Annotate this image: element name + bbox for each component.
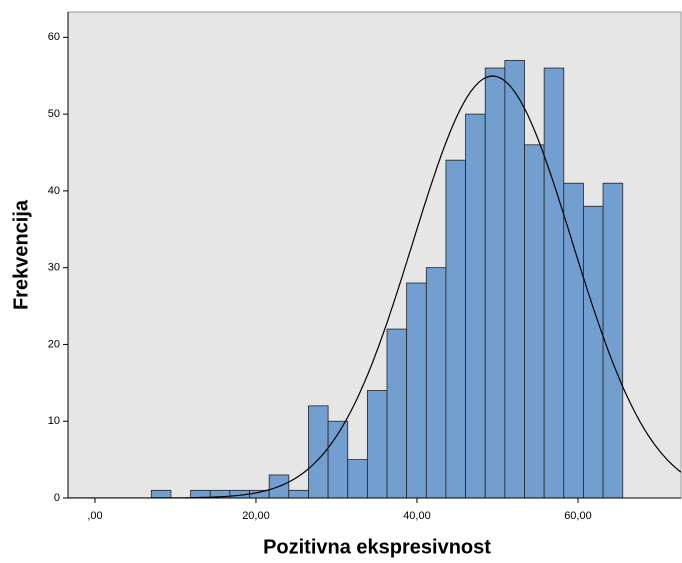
bar (249, 489, 270, 499)
bar (465, 113, 486, 499)
y-tick-label: 30 (48, 262, 60, 274)
bar (347, 459, 368, 499)
bar (504, 59, 525, 499)
bar (543, 67, 565, 499)
x-tick-label: 40,00 (403, 510, 431, 522)
y-tick-label: 60 (48, 31, 60, 43)
bar (563, 182, 584, 499)
x-tick-label: 60,00 (564, 510, 592, 522)
x-tick-label: ,00 (87, 510, 102, 522)
bar (602, 182, 624, 499)
bar (425, 267, 447, 499)
x-axis-title: Pozitivna ekspresivnost (263, 536, 491, 558)
bar (445, 159, 466, 499)
y-tick-label: 50 (48, 108, 60, 120)
bar (406, 282, 427, 499)
y-axis-title: Frekvencija (10, 199, 32, 310)
bar (484, 67, 506, 499)
x-tick-label: 20,00 (242, 510, 270, 522)
y-tick-label: 10 (48, 415, 60, 427)
bar (366, 390, 388, 499)
bar (327, 420, 349, 499)
bar (524, 144, 545, 499)
bar (386, 328, 408, 499)
y-tick-label: 40 (48, 185, 60, 197)
y-tick-label: 20 (48, 338, 60, 350)
bar (150, 489, 172, 499)
bar (288, 489, 309, 499)
bar (583, 205, 604, 499)
y-tick-label: 0 (54, 492, 60, 504)
